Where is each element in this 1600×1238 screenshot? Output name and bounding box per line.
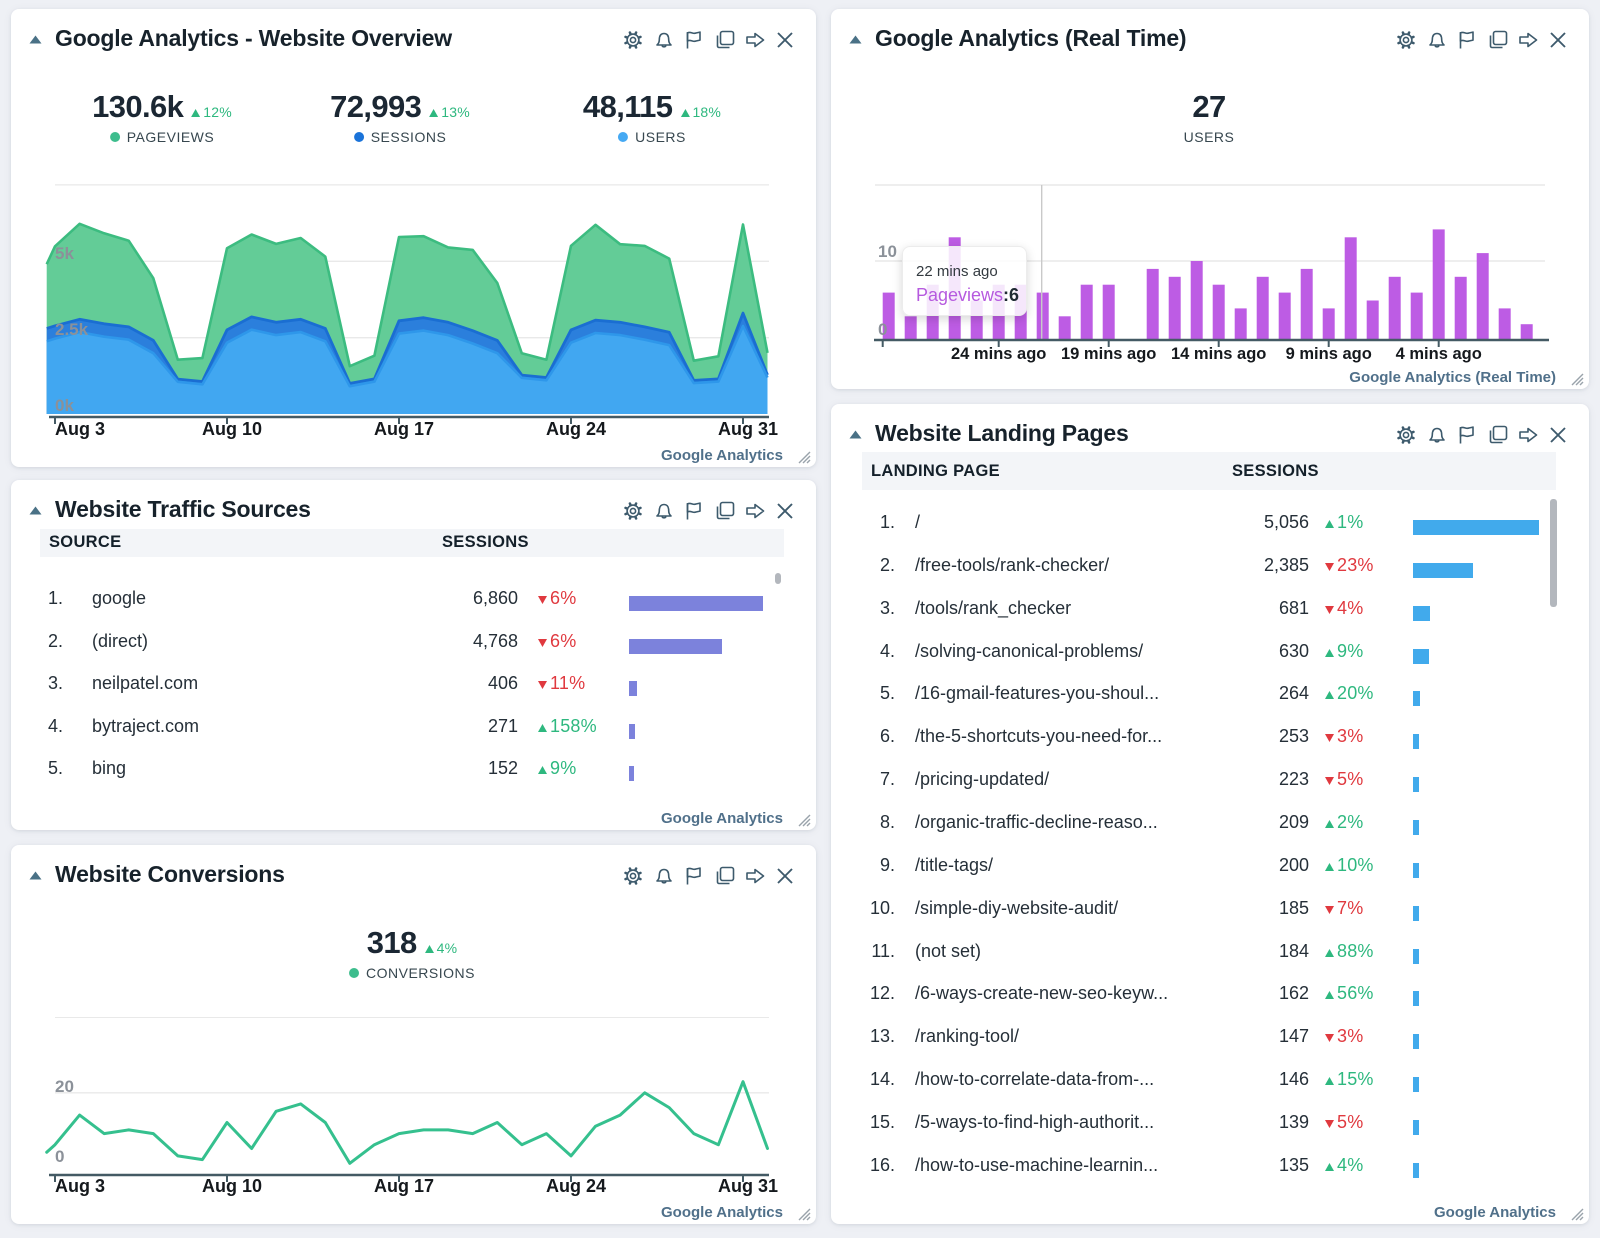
svg-text:Aug 17: Aug 17 <box>374 1176 434 1196</box>
svg-text:Aug 3: Aug 3 <box>55 1176 105 1196</box>
svg-text:Aug 31: Aug 31 <box>718 1176 778 1196</box>
svg-text:5k: 5k <box>55 244 74 263</box>
svg-text:Aug 10: Aug 10 <box>202 419 262 439</box>
svg-text:10: 10 <box>878 242 897 261</box>
svg-text:Aug 10: Aug 10 <box>202 1176 262 1196</box>
svg-text:Aug 24: Aug 24 <box>546 419 606 439</box>
svg-text:9 mins ago: 9 mins ago <box>1286 345 1372 363</box>
svg-text:0k: 0k <box>55 396 74 415</box>
svg-text:Aug 3: Aug 3 <box>55 419 105 439</box>
svg-text:Aug 24: Aug 24 <box>546 1176 606 1196</box>
svg-text:Aug 17: Aug 17 <box>374 419 434 439</box>
svg-text:20: 20 <box>55 1077 74 1096</box>
svg-text:24 mins ago: 24 mins ago <box>951 345 1046 363</box>
svg-text:0: 0 <box>55 1147 64 1166</box>
svg-text:2.5k: 2.5k <box>55 320 89 339</box>
svg-text:0: 0 <box>878 320 887 339</box>
svg-text:14 mins ago: 14 mins ago <box>1171 345 1266 363</box>
svg-text:19 mins ago: 19 mins ago <box>1061 345 1156 363</box>
svg-text:Aug 31: Aug 31 <box>718 419 778 439</box>
svg-text:4 mins ago: 4 mins ago <box>1396 345 1482 363</box>
